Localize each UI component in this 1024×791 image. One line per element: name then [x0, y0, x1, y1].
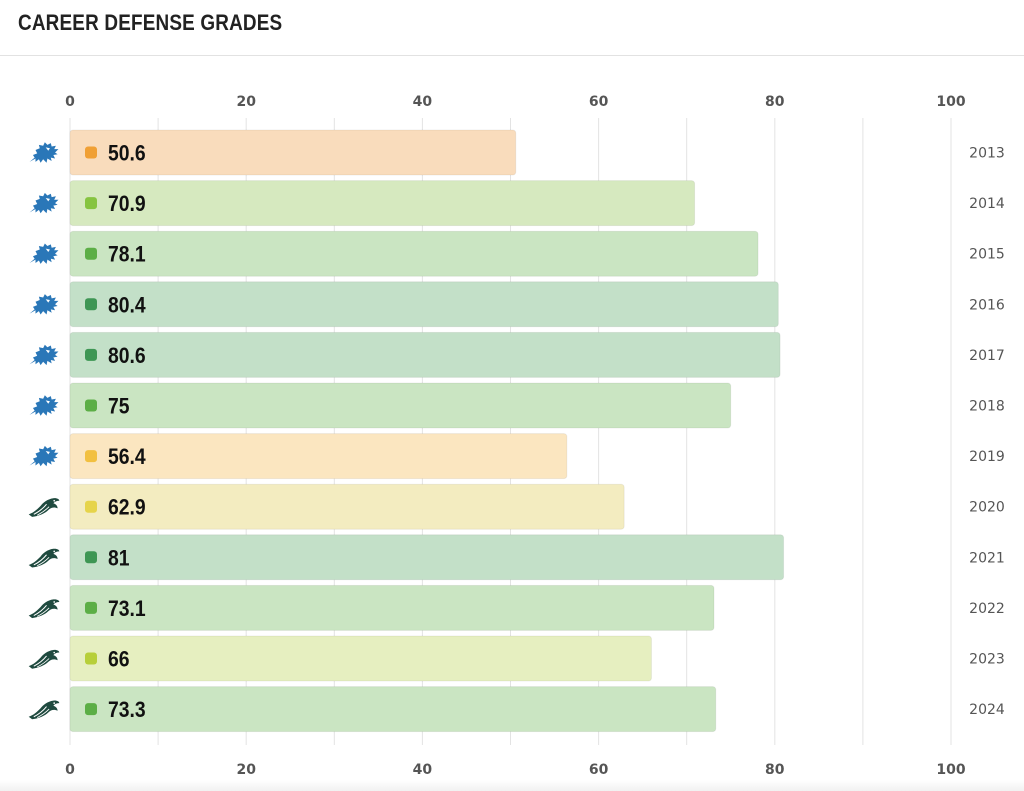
bar-row: 70.9 2014 [29, 180, 1005, 227]
bar [69, 180, 696, 227]
x-tick-label-top: 20 [236, 94, 256, 110]
grade-dot [85, 601, 97, 614]
bar [69, 433, 568, 480]
year-label: 2014 [969, 196, 1005, 212]
year-label: 2016 [969, 297, 1005, 313]
bar-row: 66 2023 [28, 635, 1005, 682]
year-label: 2021 [969, 550, 1005, 566]
bar-value-label: 70.9 [108, 192, 146, 216]
bar [69, 584, 715, 631]
grade-dot [85, 703, 97, 716]
x-tick-label-bottom: 60 [589, 762, 609, 778]
bar-row: 80.4 2016 [29, 281, 1005, 328]
x-tick-label-bottom: 0 [65, 762, 75, 778]
lions-logo-icon [29, 294, 59, 315]
x-tick-label-bottom: 100 [936, 762, 965, 778]
bar-value-label: 80.6 [108, 344, 146, 368]
x-tick-label-top: 40 [413, 94, 433, 110]
bar-row: 62.9 2020 [28, 483, 1005, 530]
bottom-shade [0, 780, 1024, 791]
x-tick-label-top: 100 [936, 94, 965, 110]
bar [69, 635, 652, 682]
grade-dot [85, 247, 97, 260]
grade-dot [85, 652, 97, 665]
chart-title: CAREER DEFENSE GRADES [18, 10, 283, 35]
bar-value-label: 56.4 [108, 445, 146, 469]
year-label: 2015 [969, 247, 1005, 263]
bar-value-label: 62.9 [108, 496, 146, 520]
bar-value-label: 80.4 [108, 293, 146, 317]
year-label: 2018 [969, 399, 1005, 415]
bar [69, 129, 517, 176]
eagles-logo-icon [28, 548, 60, 569]
grade-dot [85, 146, 97, 159]
chart-header: CAREER DEFENSE GRADES [0, 0, 1024, 56]
bar-value-label: 78.1 [108, 243, 146, 267]
eagles-logo-icon [28, 497, 60, 518]
lions-logo-icon [29, 445, 59, 467]
grade-dot [85, 197, 97, 210]
year-label: 2019 [969, 449, 1005, 465]
grade-dot [85, 298, 97, 311]
eagles-logo-icon [28, 598, 60, 619]
bar-value-label: 50.6 [108, 141, 146, 165]
bar-row: 78.1 2015 [29, 230, 1005, 277]
x-tick-label-top: 0 [65, 94, 75, 110]
bar [69, 331, 781, 378]
year-label: 2017 [969, 348, 1005, 364]
bar [69, 281, 779, 328]
x-tick-label-bottom: 80 [765, 762, 785, 778]
bar [69, 382, 732, 429]
lions-logo-icon [29, 142, 59, 163]
year-label: 2020 [969, 500, 1005, 516]
bar [69, 686, 717, 733]
bar [69, 483, 625, 530]
eagles-logo-icon [28, 649, 60, 670]
x-tick-label-bottom: 40 [413, 762, 433, 778]
bar-row: 81 2021 [28, 534, 1005, 581]
bar-row: 73.3 2024 [28, 686, 1005, 733]
x-tick-label-bottom: 20 [236, 762, 256, 778]
grade-dot [85, 348, 97, 361]
bar [69, 534, 785, 581]
year-label: 2023 [969, 652, 1005, 668]
year-label: 2013 [969, 146, 1005, 162]
eagles-logo-icon [28, 699, 60, 720]
bar-value-label: 66 [108, 647, 130, 671]
bar-row: 80.6 2017 [29, 331, 1005, 378]
bar-row: 75 2018 [29, 382, 1005, 429]
bar-row: 50.6 2013 [29, 129, 1005, 176]
bar-value-label: 81 [108, 546, 130, 570]
bar-row: 56.4 2019 [29, 433, 1005, 480]
bar-value-label: 73.3 [108, 698, 146, 722]
lions-logo-icon [29, 192, 59, 214]
year-label: 2024 [969, 702, 1005, 718]
bar [69, 230, 759, 277]
year-label: 2022 [969, 601, 1005, 617]
bar-row: 73.1 2022 [28, 584, 1005, 631]
x-tick-label-top: 80 [765, 94, 785, 110]
x-tick-label-top: 60 [589, 94, 609, 110]
grade-dot [85, 551, 97, 564]
lions-logo-icon [29, 243, 59, 264]
grade-dot [85, 399, 97, 412]
grade-dot [85, 450, 97, 463]
bar-value-label: 75 [108, 394, 130, 418]
lions-logo-icon [29, 344, 59, 366]
lions-logo-icon [29, 395, 59, 416]
bar-value-label: 73.1 [108, 597, 146, 621]
grade-dot [85, 500, 97, 513]
